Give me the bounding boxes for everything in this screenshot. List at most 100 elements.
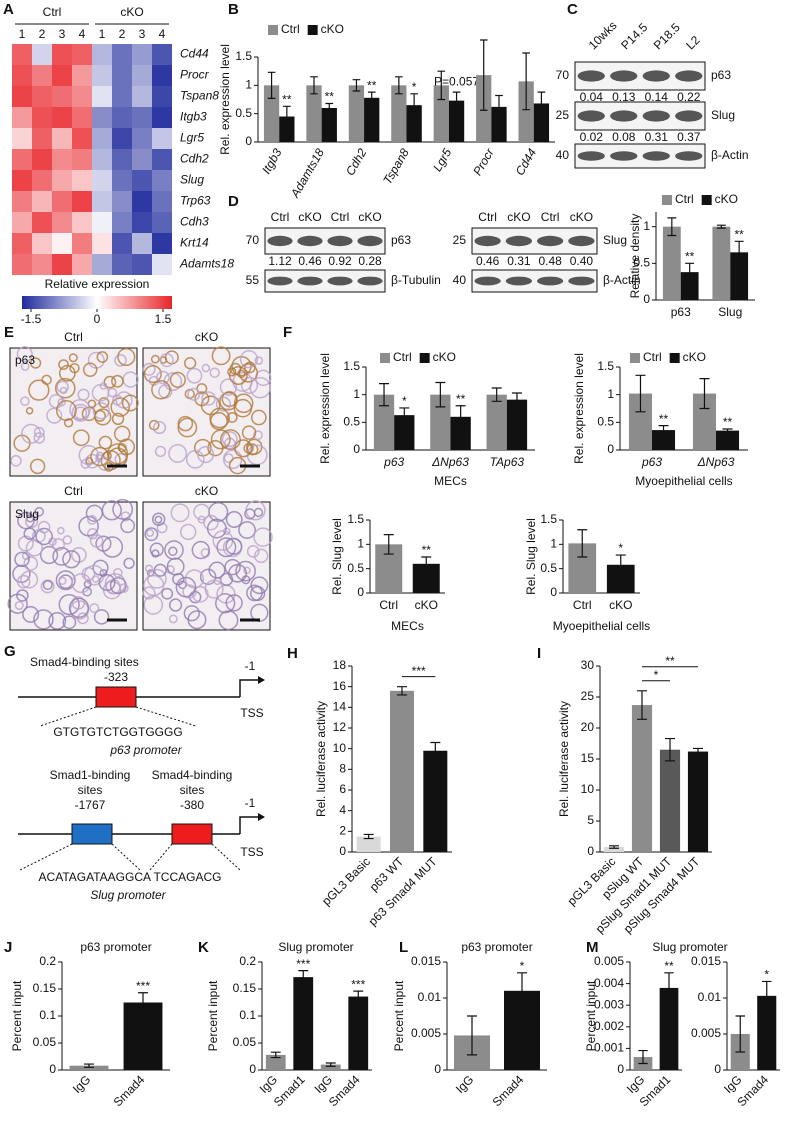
site-label: Smad4-binding: [152, 768, 233, 782]
x-tick-label: Ctrl: [379, 598, 398, 612]
row-label: Itgb3: [180, 110, 207, 124]
heatmap-cell: [52, 233, 72, 254]
band-quantification: 0.28: [358, 254, 382, 268]
error-bar: [734, 240, 744, 264]
tissue-cell: [168, 598, 183, 612]
tissue-cell: [112, 394, 123, 406]
error-bar: [363, 833, 374, 840]
tissue-cell: [25, 539, 43, 557]
marker-label: 25: [453, 233, 467, 247]
band-quantification: 0.92: [328, 254, 352, 268]
significance-label: *: [412, 80, 417, 94]
lane-label: cKO: [570, 210, 593, 224]
site-position: -1767: [75, 798, 106, 812]
band: [327, 276, 353, 286]
y-tick-label: 30: [581, 658, 595, 672]
tissue-cell: [185, 450, 205, 469]
sequence: GTGTGTCTGGTGGGG: [53, 725, 182, 739]
band: [568, 276, 595, 286]
bar: [603, 847, 625, 852]
y-axis-label: Rel. luciferase activity: [557, 701, 571, 817]
tissue-cell: [152, 420, 167, 435]
band: [610, 70, 638, 82]
protein-label: Slug: [603, 233, 627, 247]
tss-label: TSS: [240, 845, 263, 859]
bar: [506, 399, 528, 450]
marker-label: 40: [453, 273, 467, 287]
site-label: Smad4-binding sites: [30, 655, 139, 669]
site-label: sites: [180, 783, 205, 797]
tissue-cell: [112, 498, 134, 520]
heatmap-cell: [152, 107, 172, 128]
heatmap-cell: [132, 170, 152, 191]
tissue-cell: [10, 455, 22, 467]
legend-swatch: [268, 25, 278, 35]
error-bar: [665, 737, 675, 762]
tissue-cell: [29, 357, 42, 369]
y-tick-label: 0.003: [594, 997, 624, 1011]
heatmap-cell: [132, 149, 152, 170]
x-axis-label: MECs: [434, 474, 467, 488]
band-quantification: 0.22: [677, 90, 701, 104]
heatmap-cell: [92, 86, 112, 107]
heatmap-cell: [112, 128, 132, 149]
tissue-cell: [21, 551, 31, 561]
tissue-cell: [17, 511, 35, 530]
error-bar: [283, 105, 291, 128]
tissue-cell: [98, 397, 110, 409]
tissue-cell: [177, 417, 198, 438]
lane-label: cKO: [298, 210, 321, 224]
tissue-cell: [89, 534, 104, 548]
heatmap-cell: [92, 65, 112, 86]
band-quantification: 0.37: [677, 130, 701, 144]
colorbar-label: Relative expression: [45, 277, 150, 291]
tissue-cell: [72, 429, 90, 447]
tissue-cell: [69, 362, 80, 374]
panel-letter: I: [537, 645, 541, 662]
heatmap-cell: [112, 44, 132, 65]
legend-label: cKO: [715, 192, 738, 206]
error-bar: [577, 529, 588, 558]
x-axis-label: MECs: [391, 619, 424, 633]
y-tick-label: 0: [550, 585, 557, 599]
error-bar: [367, 91, 376, 105]
column-label: 3: [59, 27, 66, 41]
bar: [652, 430, 676, 450]
image-title: Ctrl: [64, 484, 83, 498]
tissue-cell: [20, 570, 39, 589]
y-tick-label: 1.5: [540, 512, 557, 526]
y-tick-label: 0.1: [39, 1008, 56, 1022]
band: [537, 235, 564, 247]
significance-label: *: [402, 394, 407, 408]
site-label: sites: [78, 783, 103, 797]
heatmap-cell: [52, 170, 72, 191]
bar: [662, 226, 681, 300]
heatmap-cell: [52, 149, 72, 170]
tissue-cell: [90, 446, 110, 467]
band: [267, 276, 293, 286]
y-tick-label: 0.005: [411, 1026, 441, 1040]
error-bar: [455, 405, 466, 429]
heatmap-cell: [112, 233, 132, 254]
significance-label: P=0.057: [434, 74, 479, 88]
band: [642, 110, 670, 122]
band-quantification: 0.04: [580, 90, 604, 104]
tissue-cell: [48, 611, 67, 630]
heatmap-cell: [52, 65, 72, 86]
y-tick-label: 0.5: [597, 415, 614, 429]
tissue-cell: [218, 610, 239, 631]
tissue-cell: [183, 357, 197, 370]
panel-letter: G: [4, 643, 16, 660]
x-tick-label: Slug: [718, 305, 742, 319]
tissue-cell: [219, 378, 238, 396]
error-bar: [635, 374, 646, 413]
tissue-cell: [233, 398, 253, 418]
tissue-cell: [238, 521, 256, 539]
marker-label: 25: [556, 108, 570, 122]
tissue-cell: [119, 583, 129, 593]
error-bar: [722, 428, 733, 433]
y-tick-label: 0.5: [347, 561, 364, 575]
heatmap-cell: [12, 86, 32, 107]
y-tick-label: 0: [617, 1062, 624, 1076]
